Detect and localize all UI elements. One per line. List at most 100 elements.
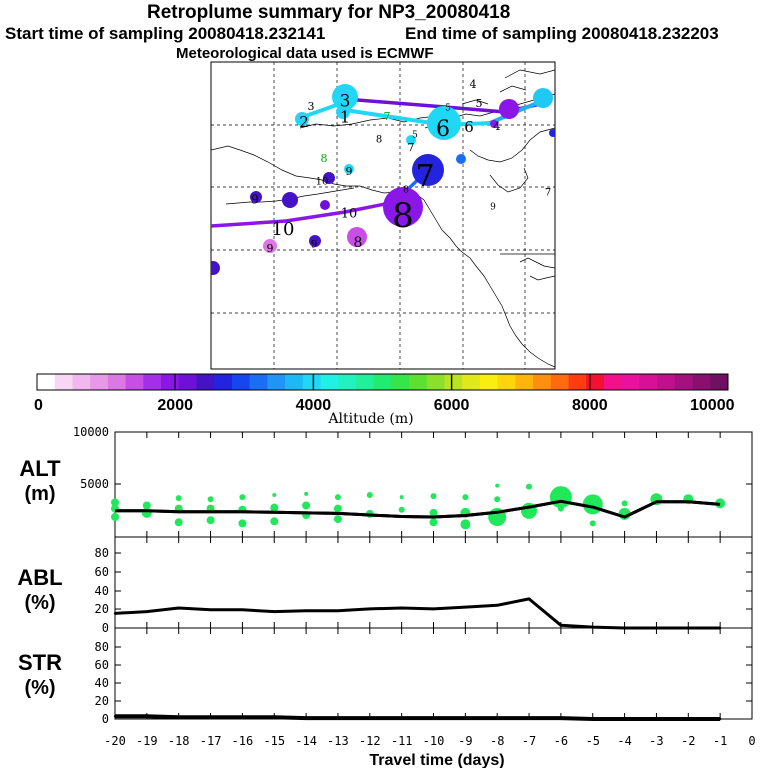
colorbar-swatch <box>338 374 357 390</box>
alt-plume-dot <box>238 519 247 528</box>
abl-y-tick-label: 0 <box>102 621 109 635</box>
map-day-label: 7 <box>415 159 434 194</box>
map-day-label: 3 <box>308 100 315 113</box>
plume-circle <box>347 227 367 247</box>
sampling-start-text: Start time of sampling 20080418.232141 <box>5 24 326 43</box>
alt-plume-dot <box>526 483 532 490</box>
x-tick-label: 0 <box>748 734 755 748</box>
plume-circle <box>383 187 423 227</box>
alt-y-tick-label: 10000 <box>73 425 109 439</box>
colorbar-swatch <box>161 374 180 390</box>
colorbar-swatch <box>710 374 729 390</box>
colorbar-tick-label: 8000 <box>572 397 608 414</box>
abl-data-point <box>145 610 148 613</box>
plume-circle <box>533 88 553 108</box>
str-y-tick-label: 20 <box>95 694 109 708</box>
colorbar-swatch <box>107 374 127 390</box>
x-tick-label: -3 <box>649 734 663 748</box>
str-data-point <box>304 716 308 720</box>
abl-panel-label: ABL <box>17 565 62 590</box>
str-data-point <box>527 716 531 720</box>
colorbar-swatch <box>533 374 552 390</box>
west-coast-north <box>435 219 555 368</box>
colorbar-swatch <box>409 374 428 390</box>
alt-plume-dot <box>398 506 405 513</box>
str-data-point <box>687 717 690 721</box>
colorbar-swatch <box>657 374 676 390</box>
colorbar-swatch <box>568 374 587 390</box>
str-data-point <box>655 717 658 721</box>
map-day-label: 9 <box>490 203 496 213</box>
hudson-bay <box>489 167 529 193</box>
colorbar-swatch <box>178 374 197 390</box>
abl-panel-frame <box>114 536 753 629</box>
colorbar-swatch <box>639 374 658 390</box>
x-tick-label: -20 <box>104 734 126 748</box>
str-series-line <box>115 714 721 721</box>
map-day-label: 9 <box>267 242 274 255</box>
alt-plume-dot <box>270 517 279 526</box>
map-day-label: 9 <box>251 193 259 207</box>
abl-y-tick-label: 80 <box>95 546 109 560</box>
abl-data-point <box>241 608 244 611</box>
alt-plume-dot <box>302 501 311 510</box>
colorbar-swatch <box>231 374 251 390</box>
map-day-label: 4 <box>494 120 501 133</box>
abl-data-point <box>113 612 117 615</box>
x-tick-label: -5 <box>586 734 600 748</box>
plume-circle <box>295 112 309 126</box>
map-day-label: 7 <box>408 141 415 154</box>
abl-y-tick-label: 40 <box>95 584 109 598</box>
str-data-point <box>113 715 117 718</box>
str-data-point <box>209 716 212 719</box>
colorbar-swatch <box>444 374 463 390</box>
plume-circle <box>263 239 277 253</box>
x-tick-label: -1 <box>713 734 727 748</box>
abl-series-line <box>114 597 721 630</box>
alt-plume-dot <box>142 501 151 510</box>
plume-circle <box>427 106 461 140</box>
map-frame <box>210 61 556 370</box>
alt-plume-dot <box>589 520 596 527</box>
x-tick-label: -11 <box>391 734 413 748</box>
alt-plume-dot <box>621 500 628 507</box>
alt-panel: 10000 5000 <box>73 425 753 538</box>
abl-data-point <box>400 606 403 610</box>
alt-series-line-top <box>115 499 721 519</box>
met-data-text: Meteorological data used is ECMWF <box>176 45 434 62</box>
alt-plume-dot <box>239 494 246 501</box>
colorbar-swatch <box>586 374 605 390</box>
abl-data-point <box>464 605 467 609</box>
map-day-label: 7 <box>384 110 391 123</box>
plume-circle <box>332 84 358 110</box>
plume-circle <box>490 120 498 128</box>
str-data-point <box>336 716 340 720</box>
str-y-tick-label: 0 <box>102 712 109 726</box>
alt-plume-dot <box>429 518 438 527</box>
alt-plume-dot <box>270 503 279 512</box>
map-day-label: 7 <box>545 188 551 199</box>
x-tick-label: -8 <box>490 734 504 748</box>
colorbar-swatch <box>603 374 623 390</box>
str-panel-label: STR <box>18 650 62 675</box>
plume-circle <box>309 235 321 247</box>
colorbar-swatch <box>479 374 499 390</box>
x-tick-label: -4 <box>617 734 631 748</box>
plume-circle <box>412 154 444 186</box>
alt-plume-dot <box>334 494 341 501</box>
plume-circle <box>456 154 466 164</box>
abl-data-point <box>273 610 276 613</box>
colorbar-swatch <box>249 374 268 390</box>
abl-y-tick-label: 60 <box>95 565 109 579</box>
x-tick-label: -2 <box>681 734 695 748</box>
alt-y-tick-label: 5000 <box>80 477 109 491</box>
str-data-point <box>432 716 435 720</box>
str-data-point <box>559 716 563 720</box>
str-data-point <box>145 715 148 718</box>
str-data-point <box>591 717 594 721</box>
abl-data-point <box>527 597 531 601</box>
map-day-label: 10 <box>272 219 295 240</box>
